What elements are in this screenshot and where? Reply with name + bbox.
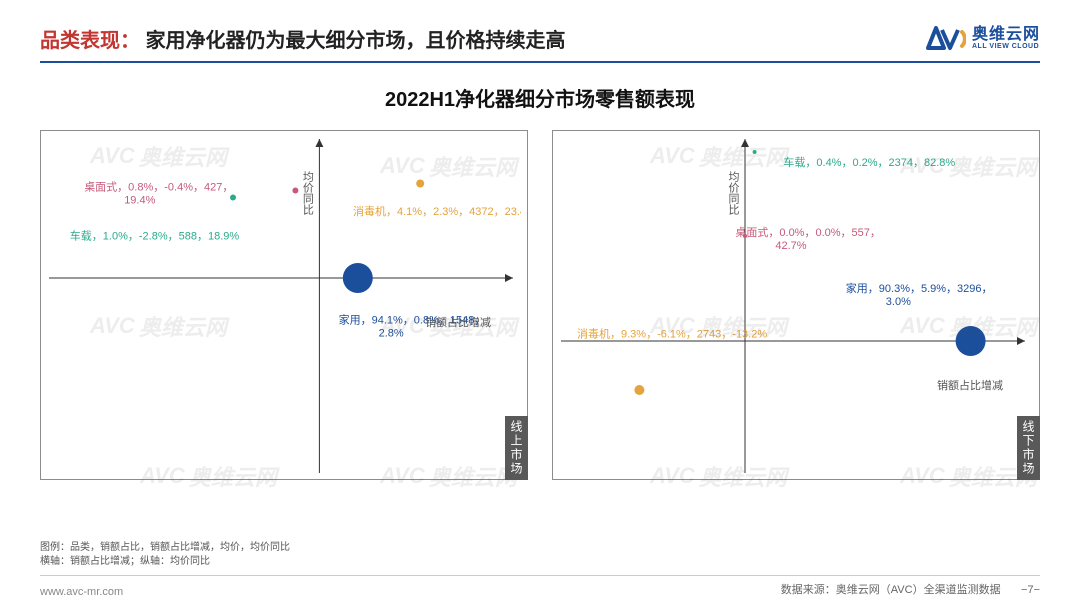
y-axis-label: 均价同比 (301, 171, 314, 215)
bubble-label-home: 家用，90.3%，5.9%，3296，3.0% (846, 281, 993, 308)
bubble-car (753, 150, 757, 154)
bubble-label-desktop: 桌面式，0.8%，-0.4%，427，19.4% (84, 181, 233, 207)
bubble-label-car: 车载，1.0%，-2.8%，588，18.9% (70, 229, 240, 243)
footer-right: 数据来源：奥维云网（AVC）全渠道监测数据 −7− (781, 580, 1040, 598)
bubble-desktop (292, 188, 298, 194)
x-axis-label: 销额占比增减 (937, 378, 1003, 392)
chart-svg: 销额占比增减 均价同比家用，90.3%，5.9%，3296，3.0% 车载，0.4%… (553, 131, 1033, 481)
chart-tag: 线下市场 (1017, 416, 1040, 480)
y-axis-label: 均价同比 (727, 171, 740, 215)
bubble-label-disinfect: 消毒机，4.1%，2.3%，4372，23.4% (353, 204, 521, 218)
charts-row: 销额占比增减 均价同比家用，94.1%，0.8%，1548，2.8% 消毒机，4.1… (40, 130, 1040, 480)
footer-line: www.avc-mr.com 数据来源：奥维云网（AVC）全渠道监测数据 −7− (40, 575, 1040, 598)
chart-tag: 线上市场 (505, 416, 528, 480)
data-source: 数据来源：奥维云网（AVC）全渠道监测数据 (781, 584, 1001, 596)
bubble-label-home: 家用，94.1%，0.8%，1548，2.8% (339, 313, 486, 340)
page-title: 品类表现： 家用净化器仍为最大细分市场，且价格持续走高 (40, 24, 566, 53)
chart-svg: 销额占比增减均价同比家用，94.1%，0.8%，1548，2.8%消毒机，4.1… (41, 131, 521, 481)
legend-note: 图例：品类，销额占比，销额占比增减，均价，均价同比 横轴：销额占比增减；纵轴：均… (40, 541, 1040, 569)
bubble-label-disinfect: 消毒机，9.3%，-6.1%，2743，-13.2% (577, 327, 767, 341)
brand-logo: 奥维云网 ALL VIEW CLOUD (922, 24, 1040, 52)
chart-main-title: 2022H1净化器细分市场零售额表现 (40, 83, 1040, 112)
page-number: −7− (1021, 584, 1040, 596)
slide-page: 品类表现： 家用净化器仍为最大细分市场，且价格持续走高 奥维云网 ALL VIE… (0, 0, 1080, 608)
bubble-label-desktop: 桌面式，0.0%，0.0%，557，42.7% (735, 226, 881, 252)
title-rest: 家用净化器仍为最大细分市场，且价格持续走高 (146, 30, 566, 52)
legend-line-1: 图例：品类，销额占比，销额占比增减，均价，均价同比 (40, 541, 1040, 555)
logo-text: 奥维云网 ALL VIEW CLOUD (972, 27, 1040, 50)
title-highlight: 品类表现： (40, 30, 140, 52)
chart-online: 销额占比增减均价同比家用，94.1%，0.8%，1548，2.8%消毒机，4.1… (40, 130, 528, 480)
bubble-home (343, 263, 373, 293)
page-header: 品类表现： 家用净化器仍为最大细分市场，且价格持续走高 奥维云网 ALL VIE… (40, 24, 1040, 63)
logo-mark-icon (922, 24, 966, 52)
bubble-car (230, 195, 236, 201)
bubble-home (956, 326, 986, 356)
legend-line-2: 横轴：销额占比增减；纵轴：均价同比 (40, 555, 1040, 569)
bubble-disinfect (634, 385, 644, 395)
bubble-disinfect (416, 180, 424, 188)
site-url: www.avc-mr.com (40, 586, 123, 598)
chart-offline: 销额占比增减 均价同比家用，90.3%，5.9%，3296，3.0% 车载，0.4%… (552, 130, 1040, 480)
page-footer: 图例：品类，销额占比，销额占比增减，均价，均价同比 横轴：销额占比增减；纵轴：均… (40, 541, 1040, 598)
bubble-label-car: 车载，0.4%，0.2%，2374，82.8% (783, 155, 955, 169)
